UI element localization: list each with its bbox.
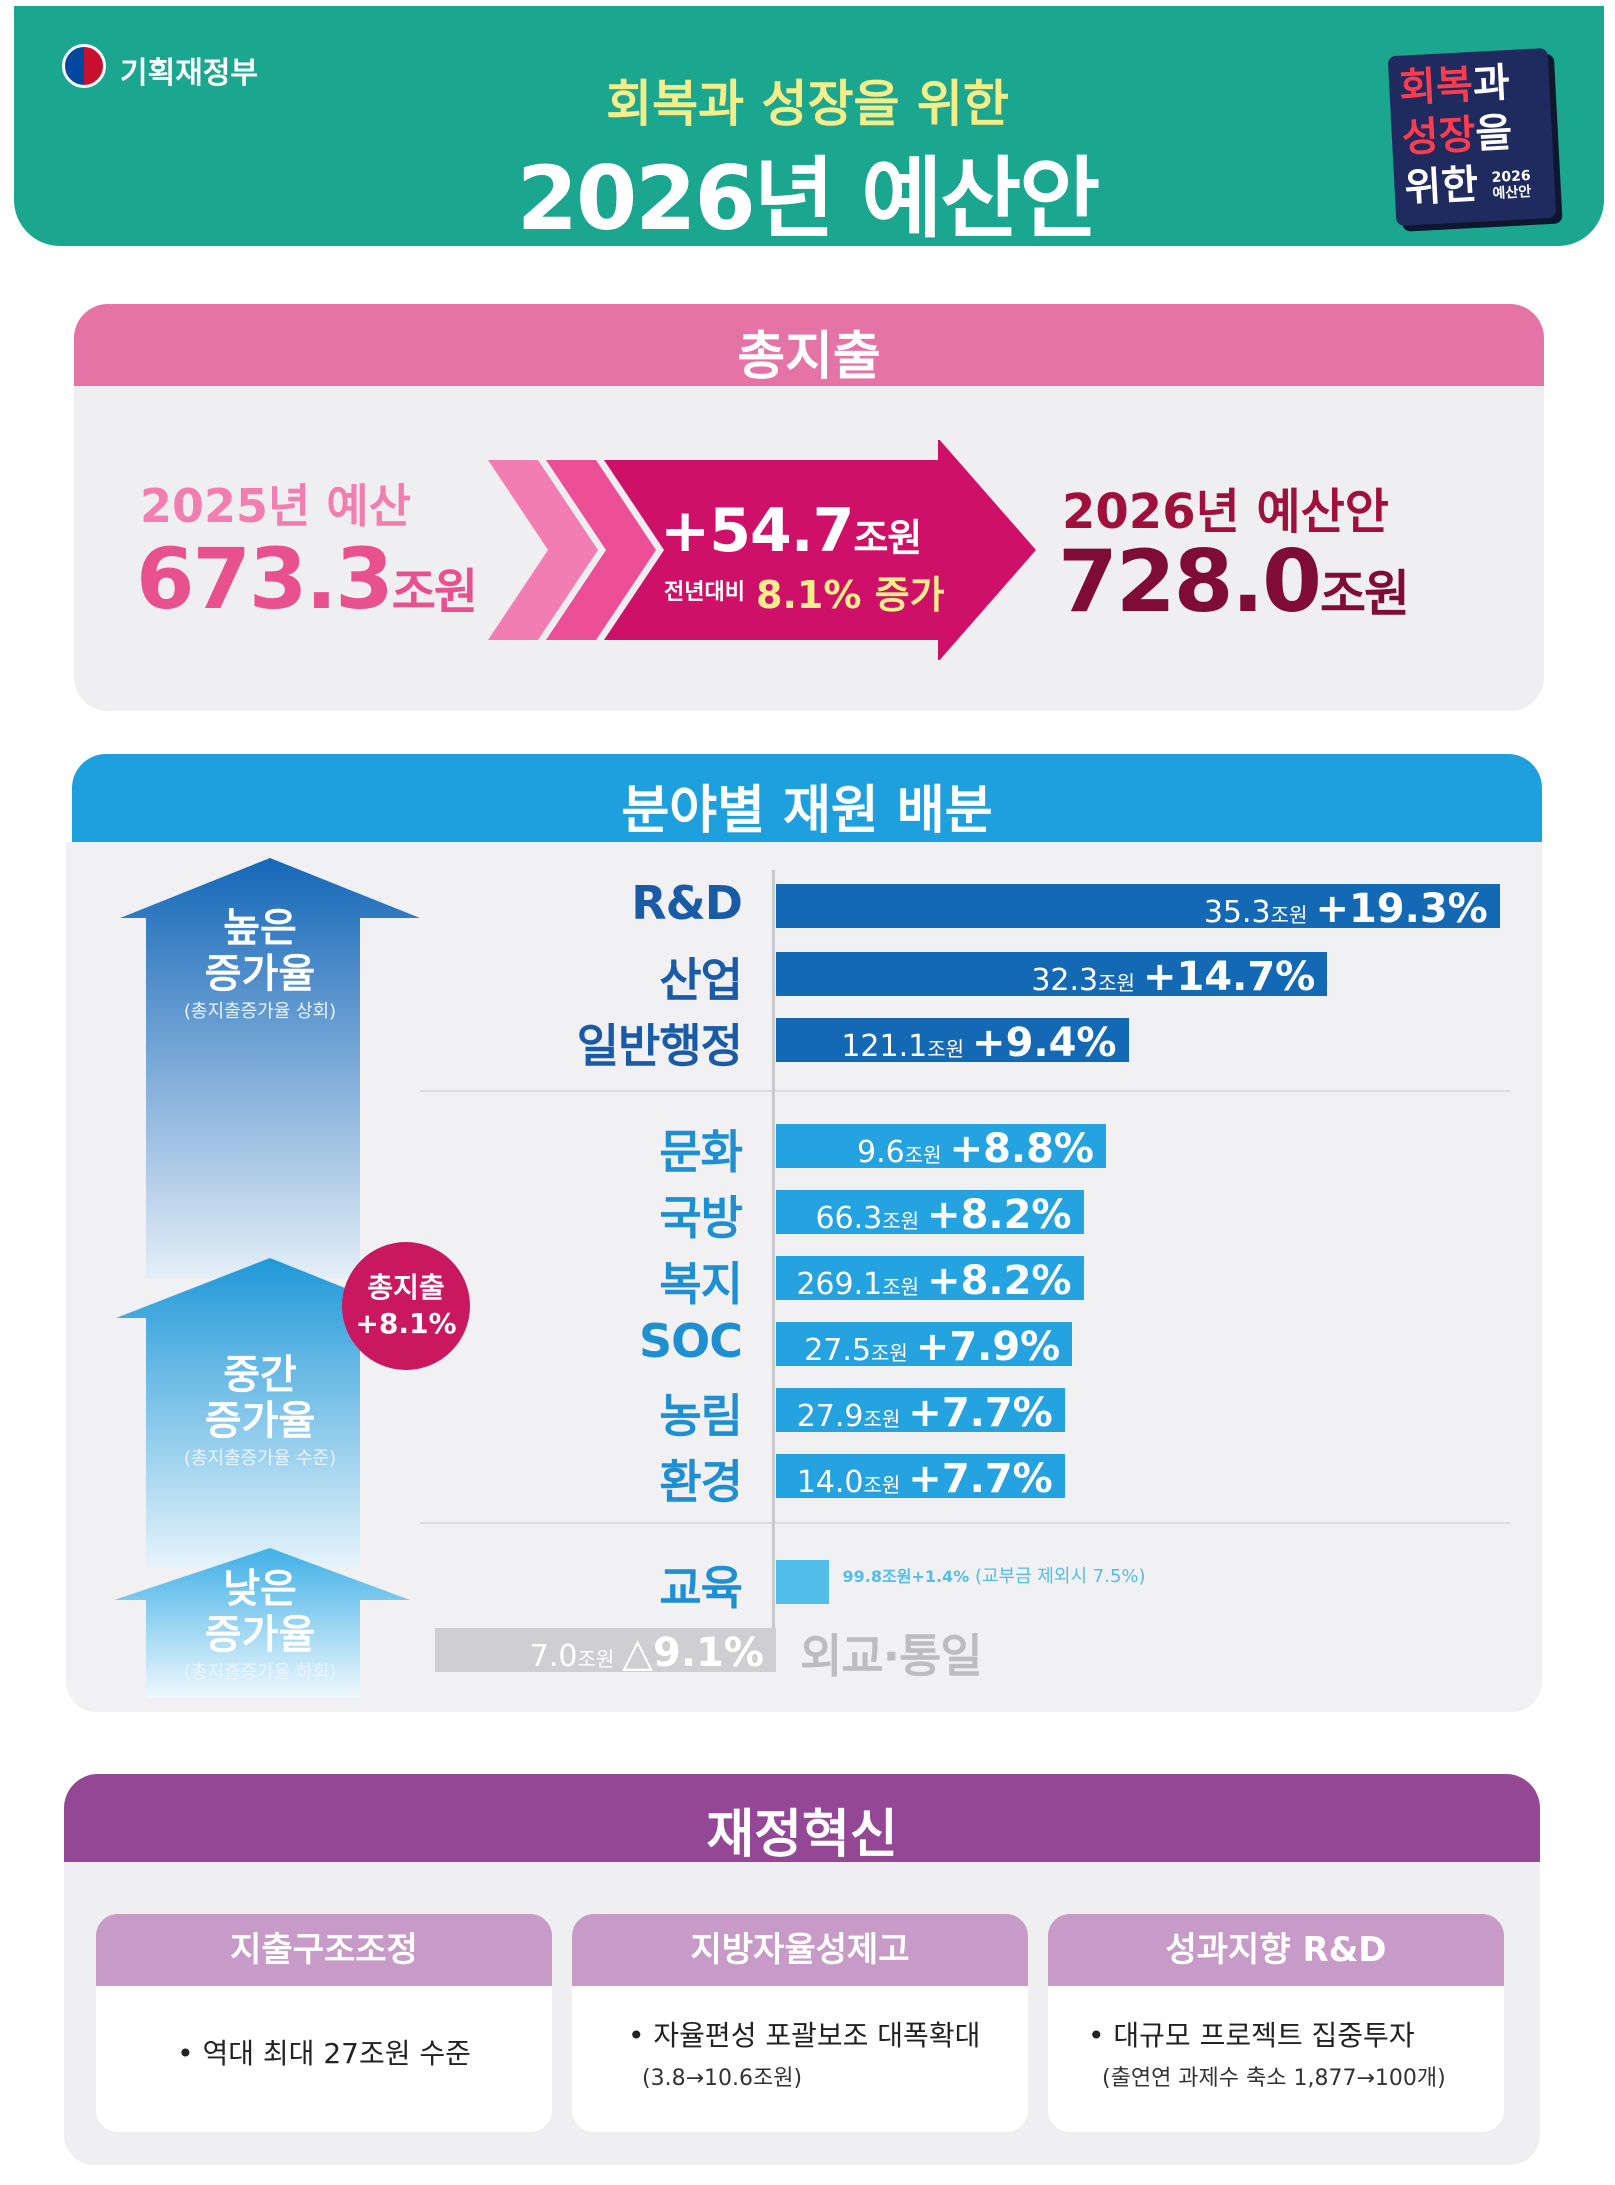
increase-note-value: 8.1% 증가 [756, 573, 945, 617]
allocation-header [72, 754, 1542, 842]
header-banner [14, 6, 1604, 246]
page-title: 2026년 예산안 [516, 147, 1100, 250]
high-tier-arrow [120, 858, 420, 1278]
high-tier-note: (총지출증가율 상회) [183, 1001, 337, 1022]
card-line: • 역대 최대 27조원 수준 [177, 2037, 471, 2070]
tier-divider [420, 1090, 1510, 1092]
total-spending-header [74, 304, 1544, 386]
card-line: • 자율편성 포괄보조 대폭확대 [628, 2019, 981, 2052]
prev-budget-number: 673.3 [136, 530, 394, 628]
emblem-year: 2026 예산안 [1491, 168, 1532, 202]
next-budget-number: 728.0 [1058, 532, 1322, 632]
total-growth-badge: 총지출 +8.1% [342, 1242, 470, 1370]
increase-arrow-icon [488, 440, 1036, 660]
card-body-restructuring: • 역대 최대 27조원 수준 [96, 1986, 552, 2132]
high-tier-name: 높은 [223, 905, 297, 951]
prev-budget-unit: 조원 [391, 564, 478, 620]
increase-unit: 조원 [853, 516, 922, 560]
government-emblem-icon [62, 44, 106, 88]
card-line: • 대규모 프로젝트 집중투자 [1088, 2019, 1415, 2052]
total-spending-title: 총지출 [737, 327, 881, 387]
card-title-restructuring: 지출구조조정 [96, 1914, 552, 1986]
prev-budget-label: 2025년 예산 [140, 479, 412, 533]
emblem-text: 위한 [1403, 161, 1480, 212]
emblem-label-text: 예산안 [1492, 183, 1532, 202]
page-subtitle: 회복과 성장을 위한 [606, 75, 1009, 133]
card-sub: (3.8→10.6조원) [642, 2066, 803, 2091]
growth-tier-arrows [114, 858, 420, 1698]
increase-value: +54.7조원 [660, 496, 922, 566]
mid-tier-label: 중간 증가율 (총지출증가율 수준) [140, 1352, 380, 1470]
allocation-title: 분야별 재원 배분 [621, 781, 993, 841]
low-tier-name: 증가율 [204, 1612, 316, 1658]
emblem-text: 회복 [1398, 61, 1475, 112]
innovation-header [64, 1774, 1540, 1862]
chart-axis [772, 870, 775, 1670]
card-body-local-autonomy: • 자율편성 포괄보조 대폭확대 (3.8→10.6조원) [572, 1986, 1028, 2132]
card-title-rnd: 성과지향 R&D [1048, 1914, 1504, 1986]
next-budget-value: 728.0조원 [1058, 532, 1410, 632]
ministry-name: 기획재정부 [120, 56, 258, 91]
increase-note-label: 전년대비 [664, 580, 745, 605]
low-tier-arrow [114, 1548, 410, 1698]
low-tier-note: (총지출증가율 하회) [183, 1662, 337, 1683]
next-budget-unit: 조원 [1320, 565, 1410, 623]
mid-tier-name: 증가율 [204, 1398, 316, 1444]
emblem-text: 성장 [1400, 111, 1477, 162]
low-tier-label: 낮은 증가율 (총지출증가율 하회) [140, 1566, 380, 1684]
high-tier-name: 증가율 [204, 951, 316, 997]
card-title-local-autonomy: 지방자율성제고 [572, 1914, 1028, 1986]
total-growth-label: 총지출 [367, 1271, 445, 1304]
low-tier-name: 낮은 [223, 1566, 297, 1612]
card-sub: (출연연 과제수 축소 1,877→100개) [1102, 2066, 1446, 2091]
increase-number: +54.7 [660, 496, 854, 566]
total-growth-value: +8.1% [355, 1307, 457, 1340]
innovation-title: 재정혁신 [706, 1805, 898, 1865]
card-body-rnd: • 대규모 프로젝트 집중투자 (출연연 과제수 축소 1,877→100개) [1048, 1986, 1504, 2132]
tier-divider [420, 1522, 1510, 1524]
emblem-text: 을 [1474, 109, 1514, 158]
mid-tier-arrow [116, 1258, 420, 1568]
mid-tier-name: 중간 [223, 1352, 297, 1398]
mid-tier-note: (총지출증가율 수준) [183, 1448, 337, 1469]
prev-budget-value: 673.3조원 [136, 530, 478, 628]
high-tier-label: 높은 증가율 (총지출증가율 상회) [140, 905, 380, 1023]
budget-emblem-logo: 회복과 성장을 위한 2026 예산안 [1387, 47, 1557, 227]
next-budget-label: 2026년 예산안 [1062, 484, 1389, 540]
emblem-text: 과 [1471, 59, 1511, 108]
